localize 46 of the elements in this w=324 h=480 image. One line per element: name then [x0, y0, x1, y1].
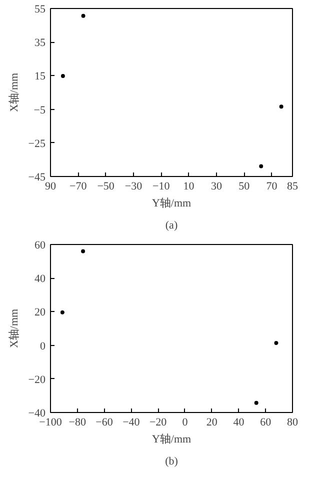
y-tick-label: −45: [28, 172, 46, 184]
x-tick-label: 20: [206, 416, 218, 428]
x-tick-label: −40: [122, 416, 140, 428]
y-tick-label: 15: [34, 70, 46, 83]
y-axis-title: X轴/mm: [7, 308, 20, 348]
x-tick-label: −100: [39, 416, 62, 428]
point: [81, 249, 86, 254]
x-tick-label: −70: [70, 180, 88, 192]
y-tick-label: −25: [28, 138, 46, 150]
x-tick-label: 70: [266, 180, 278, 192]
y-tick-label: 20: [34, 306, 46, 319]
x-tick-label: 80: [287, 416, 298, 428]
x-tick-label: 90: [45, 180, 56, 192]
point: [274, 340, 278, 345]
x-tick-label: −30: [124, 180, 143, 192]
x-tick-label: −50: [97, 180, 115, 192]
point: [81, 14, 86, 18]
x-axis-title: Y轴/mm: [152, 432, 192, 446]
point: [254, 400, 258, 405]
point: [60, 74, 65, 78]
y-tick-label: 55: [34, 4, 46, 16]
x-tick-label: 10: [183, 180, 195, 192]
x-tick-label: 40: [233, 416, 245, 428]
x-tick-label: −80: [68, 416, 86, 428]
y-tick-label: 0: [40, 340, 46, 352]
y-tick-label: 35: [34, 37, 46, 50]
x-tick-label: 30: [210, 180, 222, 192]
text: (a): [165, 220, 178, 232]
x-tick-label: −60: [96, 416, 114, 428]
y-axis-title: X轴/mm: [7, 72, 20, 112]
point: [60, 310, 64, 314]
x-axis-title: Y轴/mm: [152, 196, 192, 210]
text: (b): [165, 456, 178, 468]
y-tick-label: 40: [34, 273, 46, 286]
point: [259, 164, 264, 168]
y-tick-label: −40: [28, 408, 46, 420]
x-tick-label: 0: [182, 416, 188, 428]
point: [279, 104, 284, 109]
y-tick-label: 60: [34, 240, 46, 252]
x-tick-label: −10: [152, 180, 170, 192]
y-tick-label: −5: [34, 104, 46, 116]
x-tick-label: 50: [238, 180, 250, 192]
y-tick-label: −20: [28, 374, 46, 386]
x-tick-label: 60: [260, 416, 272, 428]
x-tick-label: 85: [287, 180, 298, 192]
x-tick-label: −20: [149, 416, 168, 428]
